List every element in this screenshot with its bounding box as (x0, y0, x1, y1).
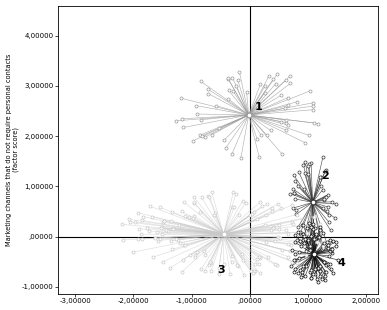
Text: 4: 4 (337, 258, 345, 268)
Text: 1: 1 (254, 102, 262, 112)
Text: 2: 2 (321, 171, 329, 181)
Y-axis label: Marketing channels that do not require personal contacts
(factor score): Marketing channels that do not require p… (5, 54, 19, 246)
Text: 3: 3 (218, 265, 225, 275)
